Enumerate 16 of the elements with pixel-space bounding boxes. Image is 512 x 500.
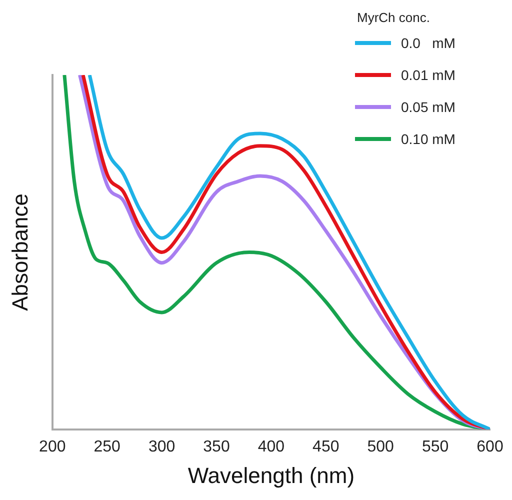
- legend-label: 0.01 mM: [401, 67, 456, 83]
- x-tick-label: 350: [203, 438, 230, 456]
- legend-label: 0.05 mM: [401, 99, 456, 115]
- y-axis-title: Absorbance: [7, 193, 32, 311]
- x-tick-label: 400: [258, 438, 285, 456]
- x-tick-label: 450: [312, 438, 340, 456]
- x-tick-label: 300: [148, 438, 176, 456]
- x-tick-label: 200: [39, 438, 66, 456]
- legend-title: MyrCh conc.: [357, 10, 431, 25]
- legend-label: 0.10 mM: [401, 131, 456, 147]
- legend-label: 0.0 mM: [401, 35, 456, 51]
- x-axis-title: Wavelength (nm): [188, 462, 355, 488]
- x-tick-label: 250: [94, 438, 121, 456]
- x-tick-label: 500: [367, 438, 394, 456]
- x-tick-label: 600: [476, 438, 504, 456]
- x-tick-label: 550: [422, 438, 449, 456]
